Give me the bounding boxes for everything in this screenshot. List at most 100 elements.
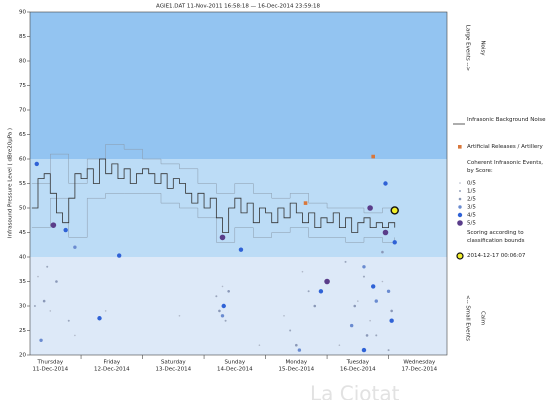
event-point (215, 295, 218, 298)
event-point (367, 205, 373, 211)
event-point (349, 323, 354, 328)
event-point (218, 309, 221, 313)
event-point (361, 347, 367, 353)
y-tick-label: 90 (19, 10, 26, 16)
event-point (392, 240, 397, 245)
event-point (390, 309, 393, 313)
y-tick-label: 40 (19, 255, 26, 261)
event-point (178, 315, 181, 317)
event-point (381, 280, 384, 283)
event-point (375, 334, 378, 337)
y-tick-label: 55 (19, 181, 26, 187)
x-date-label: 12-Dec-2014 (94, 367, 130, 373)
event-point (219, 234, 226, 241)
side-label: Large Events --> (465, 25, 471, 72)
legend-highlight: 2014-12-17 00:06:07 (467, 253, 526, 259)
event-point (258, 344, 261, 347)
event-point (324, 278, 330, 285)
x-date-label: 15-Dec-2014 (279, 367, 315, 373)
event-point (221, 285, 224, 288)
event-point (369, 319, 371, 322)
band (30, 12, 447, 159)
noise-line (31, 158, 396, 233)
event-point (224, 319, 227, 322)
event-point (289, 329, 292, 332)
legend-scoring: Scoring according to classification boun… (467, 230, 525, 244)
event-point (37, 275, 39, 278)
legend-marker (459, 190, 461, 192)
event-point (313, 304, 317, 308)
event-point (365, 334, 369, 337)
event-point (295, 343, 298, 347)
legend-marker (457, 220, 463, 226)
event-point (63, 227, 68, 233)
x-day-label: Sunday (225, 360, 246, 366)
event-point (301, 270, 304, 273)
y-tick-label: 25 (19, 328, 26, 334)
event-point (221, 303, 226, 309)
x-day-label: Monday (285, 360, 307, 366)
legend-artillery: Artificial Releases / Artillery (467, 144, 543, 150)
event-point (55, 280, 58, 283)
event-point (389, 318, 394, 323)
event-point (104, 310, 107, 312)
event-point (307, 290, 310, 293)
y-tick-label: 80 (19, 59, 26, 65)
event-point (338, 344, 341, 347)
event-point (33, 305, 36, 307)
x-date-label: 11-Dec-2014 (32, 367, 68, 373)
event-point (381, 250, 384, 254)
legend-label: 2/5 (467, 197, 476, 203)
y-tick-label: 70 (19, 108, 26, 114)
event-point (387, 349, 390, 352)
event-point (353, 304, 357, 308)
y-tick-label: 20 (19, 353, 26, 359)
event-point (386, 289, 391, 293)
event-point (362, 275, 365, 278)
event-point (297, 348, 302, 352)
legend-marker (457, 212, 463, 218)
side-label: Calm (480, 311, 486, 325)
side-label: <-- Small Events (465, 295, 471, 341)
legend-highlight-marker (456, 252, 464, 260)
artillery-point (303, 201, 308, 205)
event-point (34, 161, 39, 167)
x-date-label: 17-Dec-2014 (402, 367, 438, 373)
chart-title: AGIE1.DAT 11-Nov-2011 16:58:18 — 16-Dec-… (156, 4, 320, 10)
event-point (46, 265, 49, 268)
y-tick-label: 75 (19, 83, 26, 89)
event-point (49, 310, 52, 312)
legend-marker (458, 197, 462, 201)
event-point (344, 260, 347, 263)
y-tick-label: 65 (19, 132, 26, 138)
highlight-point (390, 206, 399, 215)
x-day-label: Friday (103, 360, 120, 366)
event-point (116, 253, 122, 258)
x-date-label: 16-Dec-2014 (340, 367, 376, 373)
event-point (50, 222, 57, 228)
legend-label: 3/5 (467, 205, 476, 211)
legend-label: 5/5 (467, 221, 476, 227)
legend-marker (458, 205, 462, 209)
y-tick-label: 85 (19, 34, 26, 40)
event-point (73, 245, 77, 249)
event-point (39, 338, 43, 342)
side-label: Noisy (480, 40, 486, 56)
legend-label: 1/5 (467, 189, 476, 195)
event-point (318, 289, 324, 294)
envelope-line (31, 144, 395, 214)
event-point (374, 299, 378, 303)
legend-noise: Infrasonic Background Noise (467, 117, 546, 123)
legend-artillery-marker (458, 145, 462, 149)
x-day-label: Thursday (37, 360, 64, 366)
event-point (238, 247, 244, 252)
legend-events-title: Coherent Infrasonic Events, by Score: (467, 160, 544, 174)
event-point (362, 265, 366, 269)
legend-label: 4/5 (467, 213, 476, 219)
artillery-point (371, 154, 375, 159)
legend-marker (459, 182, 461, 184)
x-day-label: Tuesday (346, 360, 370, 366)
y-tick-label: 30 (19, 304, 26, 310)
